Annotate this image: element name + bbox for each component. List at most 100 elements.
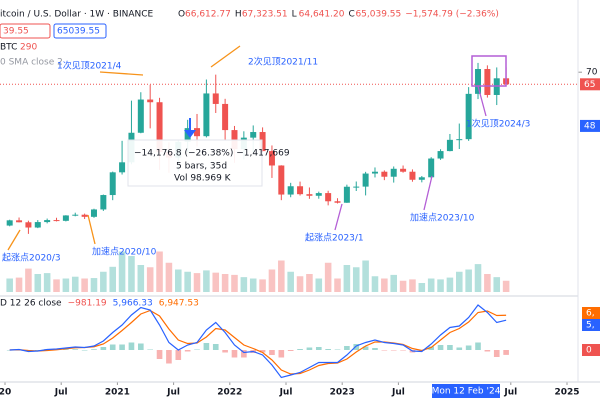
price-label: 48 [584,121,596,131]
macd-histogram [138,343,144,350]
volume-bar [306,274,313,292]
arrow [87,214,96,245]
macd-histogram [194,349,200,350]
sell-box[interactable] [0,23,51,39]
candle-body [203,93,210,137]
volume-bar [90,278,98,292]
volume-bar [399,280,407,292]
candle-body [212,93,219,104]
macd-histogram [503,350,509,355]
macd-histogram [203,343,210,350]
candle-body [371,171,378,174]
volume-bar [109,266,116,292]
macd-histogram [175,350,182,360]
macd-axis-label: 6, [586,309,595,319]
volume-bar [100,271,107,292]
candle-body [72,214,79,216]
macd-histogram [465,345,472,350]
measure-line: 5 bars, 35d [176,162,227,172]
macd-histogram [109,344,116,350]
candle-body [475,69,482,94]
ohlc-key: C [348,10,354,20]
volume-bar [371,276,379,292]
macd-histogram [315,347,322,350]
macd-histogram [306,347,313,350]
volume-bar [278,260,285,292]
candle-body [268,151,275,166]
candle-body [297,186,304,195]
candle-body [465,93,472,140]
candle-body [343,186,350,203]
macd-histogram [259,350,266,353]
macd-histogram [353,344,360,350]
x-tick-label: Jul [54,388,68,398]
macd-histogram [493,350,500,357]
candle-body [44,220,51,223]
arrow [334,203,343,231]
x-tick-label: 2025 [554,388,579,398]
candle-body [362,173,369,187]
arrow [7,229,21,251]
macd-histogram [91,349,97,350]
volume-bar [146,267,154,292]
x-tick-label: Jul [391,388,405,398]
annotation: 1次见顶2024/3 [466,118,530,130]
candle-body [34,222,41,228]
measure-box [127,139,263,187]
volume-bar [203,270,210,292]
volume-bar [484,274,491,292]
volume-bar [427,278,435,292]
btc-label: BTC [0,43,17,53]
volume-bar [193,273,201,292]
macd-histogram [325,349,331,350]
candle-body [418,177,425,180]
candle-body [400,168,407,172]
macd-histogram [231,350,238,358]
macd-histogram [362,346,369,350]
volume-bar [81,278,88,292]
annotation: 加速点2020/10 [92,247,157,258]
volume-bar [53,279,60,292]
macd-axis-box [582,319,600,331]
macd-header: 5,966.33 [113,299,153,309]
volume-bar [334,278,341,292]
macd-header: D 12 26 close [0,299,62,309]
price-label: 65 [584,80,595,90]
macd-histogram [400,350,406,351]
ohlc-value: 65,039.55 [355,10,401,20]
macd-histogram [344,346,350,350]
volume-bar [25,268,32,292]
buy-price: 65039.55 [57,27,100,37]
volume-bar [390,274,397,292]
highlight-box [471,55,507,87]
volume-bar [137,265,145,292]
candle-body [428,158,435,178]
arrow [99,71,144,76]
ohlc-key: L [292,10,297,20]
macd-histogram [72,349,79,350]
candle-body [353,186,360,188]
macd-histogram [166,350,172,364]
macd-histogram [184,350,191,352]
x-tick-label: Jul [503,388,517,398]
x-tick-label: Jul [279,388,293,398]
sell-price: 39.55 [3,27,29,37]
ohlc-key: H [235,10,242,20]
symbol: itcoin / U.S. Dollar · 1W · BINANCE [0,10,154,20]
candle-body [437,151,444,159]
volume-bar [165,262,173,292]
volume-bar [296,276,304,292]
cursor-date-box [432,384,500,398]
macd-axis-box [582,344,600,356]
x-tick-label: 2023 [330,388,355,398]
volume-bar [231,274,238,292]
buy-box[interactable] [53,23,107,39]
candle-body [390,168,397,177]
annotation: 1次见顶2021/4 [57,60,122,72]
macd-histogram [100,347,107,350]
candle-body [62,215,69,221]
volume-bar [343,265,351,292]
volume-bar [437,279,444,292]
candle-body [156,102,163,153]
volume-bar [212,272,220,292]
